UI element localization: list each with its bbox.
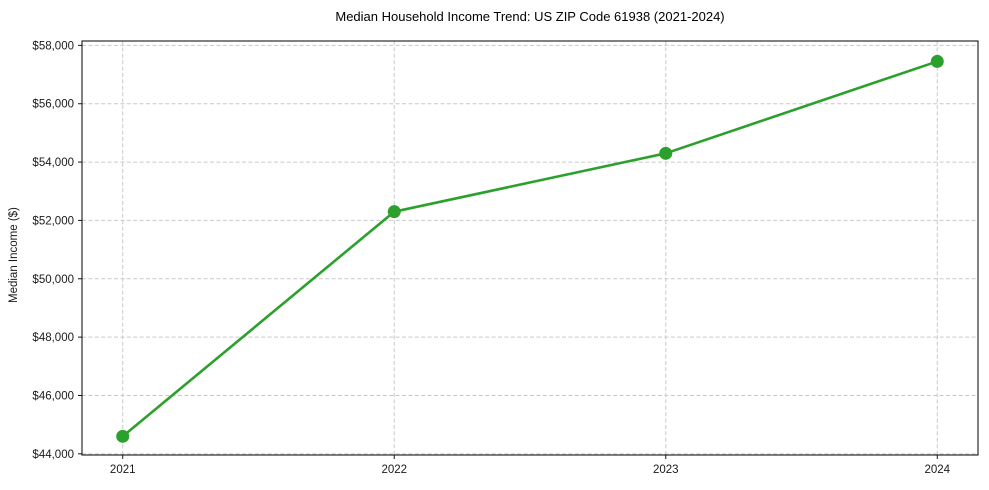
chart-title: Median Household Income Trend: US ZIP Co… <box>335 9 725 24</box>
y-tick-label: $46,000 <box>32 390 74 402</box>
y-tick-label: $52,000 <box>32 215 74 227</box>
x-tick-label: 2021 <box>110 464 136 476</box>
y-tick-label: $44,000 <box>32 449 74 461</box>
data-point-2024 <box>930 54 944 68</box>
data-point-2021 <box>116 429 130 443</box>
x-tick-label: 2023 <box>653 464 679 476</box>
plot-border <box>81 40 979 456</box>
y-tick-label: $48,000 <box>32 332 74 344</box>
y-tick-label: $58,000 <box>32 40 74 52</box>
y-tick-label: $50,000 <box>32 274 74 286</box>
data-point-2022 <box>387 205 401 219</box>
data-point-2023 <box>659 146 673 160</box>
y-tick-label: $54,000 <box>32 157 74 169</box>
x-tick-label: 2024 <box>924 464 950 476</box>
trend-line <box>121 60 939 438</box>
y-tick-label: $56,000 <box>32 99 74 111</box>
x-tick-label: 2022 <box>381 464 407 476</box>
